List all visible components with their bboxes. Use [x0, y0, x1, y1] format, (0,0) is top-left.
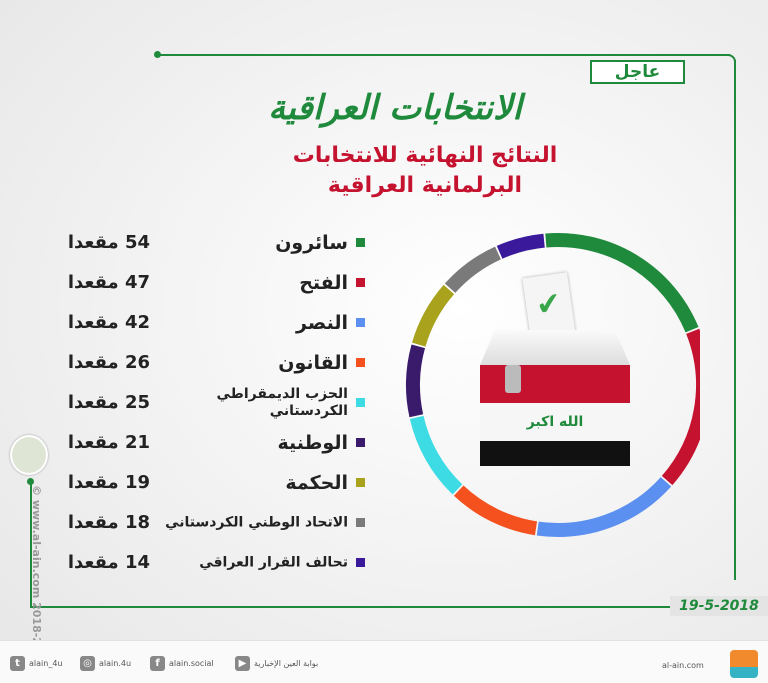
party-name: تحالف القرار العراقي [199, 554, 348, 571]
checkmark-icon: ✔ [533, 285, 564, 324]
frame-left-line [30, 480, 32, 608]
youtube-link[interactable]: ▶ بوابة العين الإخبارية [235, 656, 318, 671]
footer: al-ain.com t alain_4u ◎ alain.4u f alain.so… [0, 640, 768, 683]
legend-row: النصر 42 مقعدا [40, 308, 365, 338]
ballot-box-red [480, 365, 630, 403]
seat-count: 54 مقعدا [67, 232, 150, 253]
seat-count: 47 مقعدا [67, 272, 150, 293]
donut-segment-5 [406, 344, 426, 418]
site-link[interactable]: al-ain.com [662, 661, 704, 670]
ballot-box-white: الله اكبر [480, 403, 630, 441]
seat-count: 14 مقعدا [67, 552, 150, 573]
legend-row: الاتحاد الوطني الكردستاني 18 مقعدا [40, 508, 365, 538]
donut-segment-6 [412, 284, 455, 347]
seats-donut-chart [406, 233, 700, 537]
legend-row: الحكمة 19 مقعدا [40, 468, 365, 498]
legend-row: الوطنية 21 مقعدا [40, 428, 365, 458]
legend-row: الحزب الديمقراطي الكردستاني 25 مقعدا [40, 386, 365, 419]
seat-count: 25 مقعدا [67, 392, 150, 413]
frame-top-line [158, 54, 730, 56]
seat-count: 42 مقعدا [67, 312, 150, 333]
subtitle-line-2: البرلمانية العراقية [327, 173, 523, 198]
seat-count: 18 مقعدا [67, 512, 150, 533]
legend-row: تحالف القرار العراقي 14 مقعدا [40, 548, 365, 578]
frame-bottom-line [30, 606, 670, 608]
instagram-link[interactable]: ◎ alain.4u [80, 656, 131, 671]
donut-segment-2 [536, 477, 672, 537]
frame-dot [27, 478, 34, 485]
donut-segment-0 [545, 233, 699, 333]
legend-swatch [356, 358, 365, 367]
party-name: القانون [278, 352, 348, 374]
donut-segment-8 [496, 233, 545, 259]
party-name: الوطنية [277, 432, 349, 454]
seat-count: 21 مقعدا [67, 432, 150, 453]
party-name: سائرون [275, 232, 348, 254]
seat-count: 26 مقعدا [67, 352, 150, 373]
legend-swatch [356, 478, 365, 487]
party-name: الحزب الديمقراطي الكردستاني [216, 386, 348, 419]
youtube-icon: ▶ [235, 656, 250, 671]
legend-swatch [356, 558, 365, 567]
legend-swatch [356, 278, 365, 287]
legend-row: القانون 26 مقعدا [40, 348, 365, 378]
frame-dot [154, 51, 161, 58]
legend-swatch [356, 438, 365, 447]
party-name: الحكمة [285, 472, 348, 494]
donut-segment-3 [453, 485, 538, 536]
page-title: الانتخابات العراقية [268, 88, 522, 128]
twitter-link[interactable]: t alain_4u [10, 656, 62, 671]
facebook-icon: f [150, 656, 165, 671]
legend-swatch [356, 238, 365, 247]
legend-swatch [356, 318, 365, 327]
ballot-box-illustration: ✔ الله اكبر [475, 270, 635, 470]
legend-row: الفتح 47 مقعدا [40, 268, 365, 298]
ballot-box-black [480, 441, 630, 466]
padlock-icon [505, 365, 521, 393]
facebook-link[interactable]: f alain.social [150, 656, 214, 671]
breaking-badge: عاجل [590, 60, 685, 84]
legend-swatch [356, 398, 365, 407]
legend-swatch [356, 518, 365, 527]
donut-segment-4 [409, 415, 463, 495]
ballot-box-lid [480, 330, 630, 365]
date-label: 19-5-2018 [670, 596, 768, 616]
seat-count: 19 مقعدا [67, 472, 150, 493]
donut-segment-7 [444, 246, 502, 294]
instagram-icon: ◎ [80, 656, 95, 671]
donut-segment-1 [661, 328, 700, 486]
subtitle-line-1: النتائج النهائية للانتخابات [292, 143, 558, 168]
party-name: الاتحاد الوطني الكردستاني [165, 514, 348, 531]
frame-top-right-curve [728, 54, 736, 62]
party-name: الفتح [299, 272, 348, 294]
al-ain-logo[interactable] [730, 650, 758, 678]
legend-row: سائرون 54 مقعدا [40, 228, 365, 258]
frame-right-line [734, 60, 736, 580]
emblem-logo [10, 435, 48, 475]
party-name: النصر [296, 312, 348, 334]
twitter-icon: t [10, 656, 25, 671]
